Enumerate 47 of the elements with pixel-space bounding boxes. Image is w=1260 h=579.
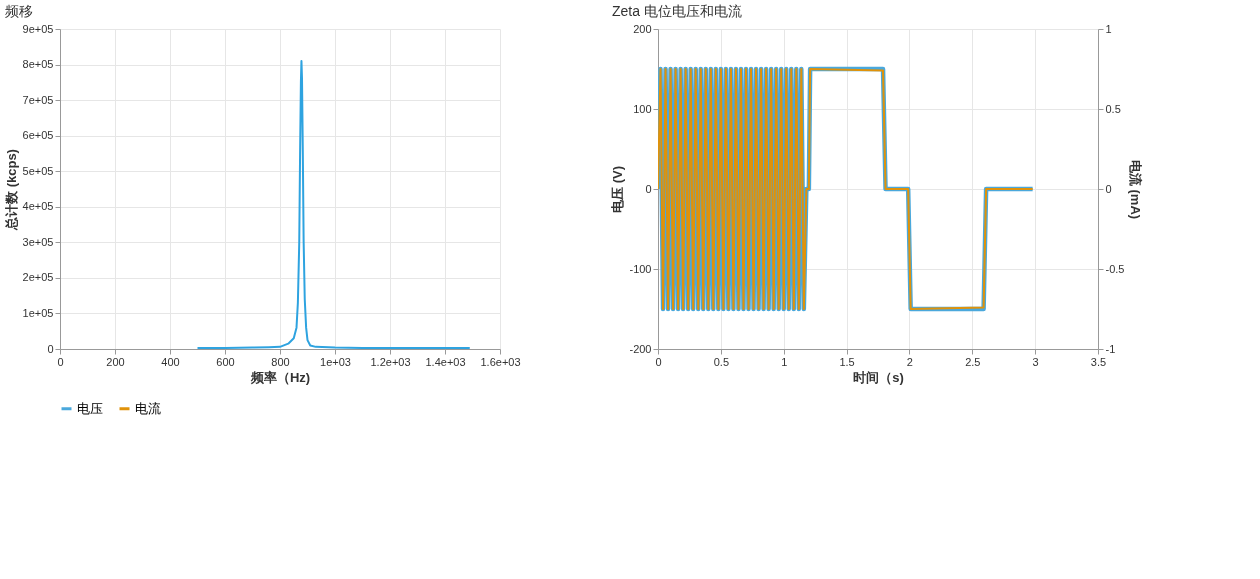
chart-title: Zeta 电位电压和电流 [611, 3, 742, 19]
y-tick-label: 7e+05 [22, 93, 54, 106]
x-tick-label: 1 [781, 355, 788, 368]
y-tick-label: -100 [629, 262, 652, 275]
x-tick-label: 3.5 [1090, 355, 1107, 368]
x-tick-label: 2.5 [965, 355, 981, 368]
x-tick-label: 1e+03 [320, 355, 351, 368]
y-tick-label: 5e+05 [22, 164, 54, 177]
y-tick-label: 9e+05 [22, 22, 54, 35]
chart-title: 频移 [5, 3, 34, 19]
y-tick-label: 1e+05 [22, 306, 54, 319]
x-axis-title: 频率（Hz) [249, 369, 311, 385]
x-tick-label: 0 [655, 355, 662, 368]
x-tick-label: 800 [271, 355, 290, 368]
x-tick-label: 1.2e+03 [370, 355, 411, 368]
x-tick-label: 400 [161, 355, 180, 368]
x-tick-label: 1.4e+03 [425, 355, 466, 368]
legend-label: 电流 [135, 400, 161, 416]
legend-label: 电压 [77, 400, 103, 416]
x-tick-label: 1.6e+03 [480, 355, 521, 368]
y2-tick-label: -0.5 [1105, 262, 1125, 275]
y-tick-label: 0 [47, 342, 54, 355]
line-series [196, 60, 471, 349]
y-tick-label: -200 [629, 342, 652, 355]
y2-tick-label: -1 [1105, 342, 1116, 355]
x-tick-label: 1.5 [839, 355, 855, 368]
x-tick-label: 2 [906, 355, 913, 368]
x-tick-label: 200 [106, 355, 125, 368]
x-tick-label: 0.5 [713, 355, 730, 368]
y-axis-title: 电压 (V) [610, 166, 626, 213]
y-tick-label: 4e+05 [22, 200, 54, 213]
y-tick-label: 2e+05 [22, 271, 54, 284]
y-tick-label: 0 [645, 182, 652, 195]
y-axis-title: 总计数 (kcps) [3, 149, 19, 231]
y-tick-label: 6e+05 [22, 129, 54, 142]
y2-tick-label: 0 [1105, 182, 1112, 195]
x-axis-title: 时间（s) [853, 369, 904, 385]
y-tick-label: 8e+05 [22, 58, 54, 71]
x-tick-label: 3 [1032, 355, 1039, 368]
x-tick-label: 0 [57, 355, 64, 368]
y2-axis-title: 电流 (mA) [1128, 159, 1144, 220]
y2-tick-label: 1 [1105, 22, 1112, 35]
y-tick-label: 200 [633, 22, 652, 35]
y-tick-label: 100 [633, 102, 652, 115]
y2-tick-label: 0.5 [1105, 102, 1121, 115]
y-tick-label: 3e+05 [22, 235, 54, 248]
x-tick-label: 600 [216, 355, 235, 368]
